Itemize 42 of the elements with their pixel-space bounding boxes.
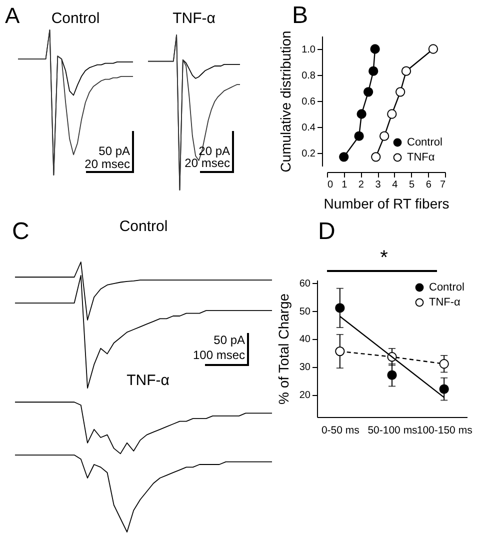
x-tick-label: 1: [342, 180, 348, 190]
legend-label: TNFα: [407, 152, 436, 164]
legend-label: Control: [429, 282, 464, 294]
chart-title: Control: [119, 218, 168, 235]
x-tick-label: 7: [440, 180, 446, 190]
chart-title: Control: [51, 10, 100, 27]
text: *: [380, 247, 388, 269]
annotation: 50 pA: [214, 333, 245, 347]
text: A: [5, 3, 20, 28]
y-tick-label: 60: [299, 278, 311, 290]
x-tick-label: 5: [409, 180, 416, 190]
y-tick-label: 50: [299, 306, 311, 318]
legend-label: TNF-α: [429, 296, 462, 308]
x-tick-label: 6: [426, 180, 432, 190]
y-tick-label: 0.6: [302, 96, 316, 108]
y-tick-label: 20: [299, 390, 311, 402]
annotation: 100 msec: [192, 348, 245, 362]
x-tick-label: 50-100 ms: [368, 424, 418, 436]
chart-title: TNF-α: [172, 10, 216, 27]
text: B: [292, 2, 308, 29]
x-tick-label: 4: [392, 180, 398, 190]
x-tick-label: 100-150 ms: [416, 424, 472, 436]
y-tick-label: 40: [299, 334, 311, 346]
annotation: 20 msec: [184, 156, 230, 170]
x-tick-label: 0-50 ms: [321, 424, 360, 436]
text: C: [12, 218, 30, 245]
x-tick-label: 0: [328, 180, 334, 190]
text: D: [318, 218, 336, 245]
x-tick-label: 2: [358, 180, 364, 190]
y-tick-label: 30: [299, 362, 311, 374]
x-axis-title: Number of RT fibers: [324, 196, 450, 212]
x-tick-label: 3: [375, 180, 382, 190]
legend-label: Control: [407, 136, 442, 148]
y-axis-title: % of Total Charge: [275, 293, 292, 405]
y-axis-title: Cumulative distribution: [278, 30, 294, 172]
y-tick-label: 1.0: [302, 44, 316, 56]
annotation: 20 msec: [84, 157, 130, 171]
annotation: TNF-α: [126, 372, 170, 389]
y-tick-label: 0.4: [302, 122, 316, 134]
annotation: 50 pA: [98, 144, 130, 158]
y-tick-label: 0.8: [302, 70, 316, 82]
y-tick-label: 0.2: [302, 148, 316, 160]
